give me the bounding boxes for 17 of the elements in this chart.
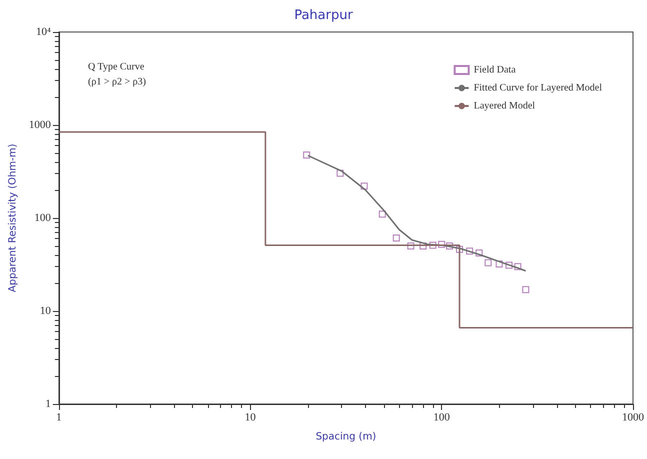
legend-label: Layered Model	[474, 100, 536, 112]
y-axis-title: Apparent Resistivity (Ohm-m)	[8, 144, 18, 292]
x-tick-label: 1	[56, 412, 62, 424]
chart-title: Paharpur	[294, 8, 354, 23]
legend-label: Field Data	[474, 64, 516, 76]
y-tick-label: 1000	[28, 119, 52, 131]
x-tick-label: 10	[244, 412, 256, 424]
y-tick-label: 1	[45, 398, 51, 410]
x-tick-label: 100	[433, 412, 450, 424]
y-tick-label: 100	[34, 212, 52, 224]
y-tick-label: 10⁴	[36, 26, 52, 38]
legend-label: Fitted Curve for Layered Model	[474, 82, 602, 94]
annotation: Q Type Curve	[88, 62, 145, 72]
annotation: (ρ1 > ρ2 > ρ3)	[88, 76, 146, 88]
y-tick-label: 10	[40, 305, 52, 317]
x-tick-label: 1000	[622, 412, 644, 424]
x-axis-title: Spacing (m)	[316, 432, 376, 442]
